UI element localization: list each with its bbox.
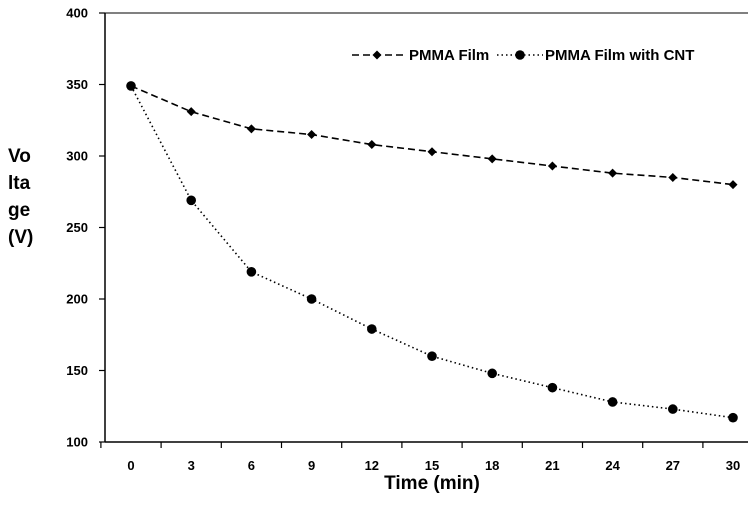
data-point [246,267,257,277]
data-point [186,107,196,117]
data-point [487,368,498,379]
x-tick-label: 6 [248,458,255,473]
axes [104,12,748,443]
data-point [367,324,377,334]
y-tick-label: 300 [66,149,88,164]
data-point [307,130,317,140]
y-axis-title-line: lta [8,173,31,194]
x-axis-title: Time (min) [384,473,480,494]
data-point [728,180,738,190]
legend-marker [372,50,382,60]
y-tick-label: 100 [66,435,88,450]
x-tick-label: 30 [726,458,740,473]
y-axis-title-line: (V) [8,227,33,248]
y-tick-label: 200 [66,292,88,307]
data-point [126,81,136,91]
y-axis-title-line: Vo [8,146,31,167]
data-point [607,397,618,407]
y-axis-title: Vo lta ge (V) [8,146,33,248]
data-point [367,140,377,150]
y-axis-title-line: ge [8,200,30,221]
x-tick-label: 18 [485,458,499,473]
series-markers [126,81,738,423]
x-tick-label: 15 [425,458,439,473]
x-tick-label: 24 [605,458,620,473]
x-axis-ticks: 0 3 6 9 12 15 18 21 24 27 30 [100,442,740,473]
data-point [547,382,558,393]
data-point [306,294,317,304]
series-line-2 [130,85,734,419]
x-tick-label: 21 [545,458,559,473]
data-point [547,161,557,171]
x-tick-label: 27 [666,458,680,473]
legend: PMMA Film PMMA Film with CNT [352,47,694,64]
x-tick-label: 9 [308,458,315,473]
data-point [668,172,678,182]
data-point [608,168,618,178]
x-tick-label: 12 [365,458,379,473]
legend-label: PMMA Film [409,47,489,64]
series-line-1 [130,85,734,186]
x-tick-label: 0 [127,458,134,473]
y-tick-label: 250 [66,220,88,235]
data-point [427,351,437,362]
data-point [728,412,738,423]
legend-marker [515,50,525,60]
data-point [186,195,196,206]
y-axis-ticks: 100 150 200 250 300 350 400 [66,6,105,450]
y-tick-label: 400 [66,6,88,21]
y-tick-label: 150 [66,363,88,378]
x-tick-label: 3 [188,458,195,473]
data-point [427,147,437,157]
data-point [246,124,256,134]
data-point [487,154,497,164]
legend-label: PMMA Film with CNT [545,47,694,64]
y-tick-label: 350 [66,77,88,92]
series-lines [130,85,734,419]
data-point [668,404,678,414]
